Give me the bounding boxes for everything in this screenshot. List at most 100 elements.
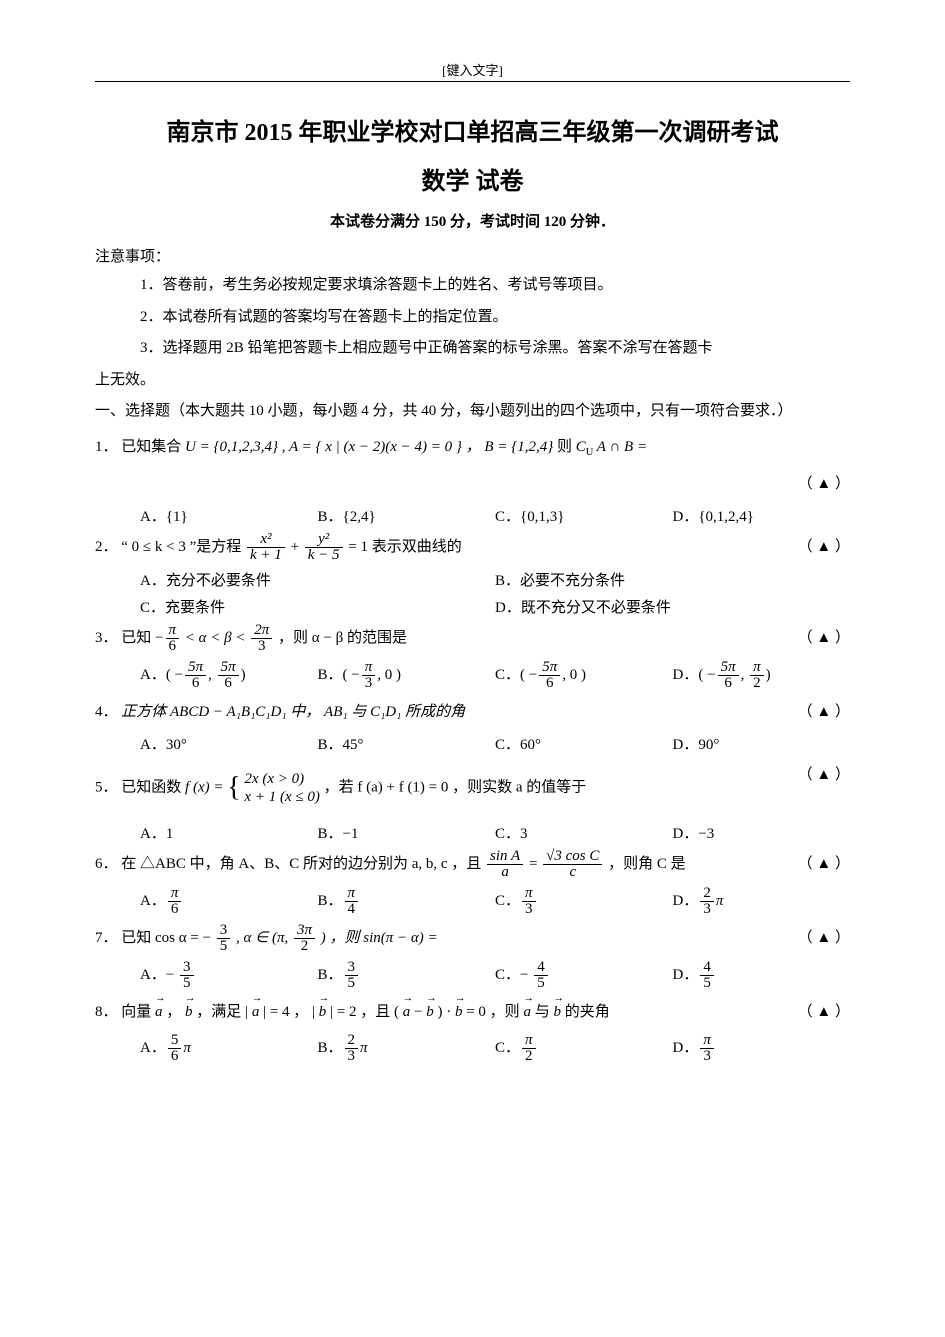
q6-opt-b: B．π4 <box>318 886 496 917</box>
q6-f1d: a <box>487 865 523 880</box>
answer-marker: （ ▲ ） <box>798 760 850 790</box>
q6-opt-c: C．π3 <box>495 886 673 917</box>
q7-mid: , α ∈ (π, <box>236 930 292 946</box>
q8-opt-b: B．23π <box>318 1033 496 1064</box>
q1-options: A．{1} B．{2,4} C．{0,1,3} D．{0,1,2,4} <box>95 505 850 526</box>
q1-number: 1． <box>95 439 118 455</box>
notice-line-2: 2．本试卷所有试题的答案均写在答题卡上的指定位置。 <box>95 302 850 334</box>
q3-opt-b: B．( −π3, 0 ) <box>318 660 496 691</box>
answer-marker: （ ▲ ） <box>798 997 850 1027</box>
answer-marker: （ ▲ ） <box>798 923 850 953</box>
q4-number: 4． <box>95 704 118 720</box>
notice-line-1: 1．答卷前，考生务必按规定要求填涂答题卡上的姓名、考试号等项目。 <box>95 270 850 302</box>
q2-options-row1: A．充分不必要条件 B．必要不充分条件 <box>95 569 850 590</box>
question-8: 8． 向量 a ， b ，满足 | a | = 4 ， | b | = 2 ，且… <box>95 997 850 1027</box>
q6-opt-d: D．23π <box>673 886 851 917</box>
vector-b-icon: b <box>455 997 463 1027</box>
question-2: 2． “ 0 ≤ k < 3 ”是方程 x²k + 1 + y²k − 5 = … <box>95 532 850 563</box>
q8-t2: | = 4 ， | <box>263 1004 319 1020</box>
vector-a-icon: a <box>252 997 260 1027</box>
q3-opt-a: A．( −5π6, 5π6) <box>140 660 318 691</box>
section-heading: 一、选择题（本大题共 10 小题，每小题 4 分，共 40 分，每小题列出的四个… <box>95 396 850 426</box>
answer-marker: （ ▲ ） <box>798 476 850 492</box>
q5-options: A．1 B．−1 C．3 D．−3 <box>95 822 850 843</box>
q2-options-row2: C．充要条件 D．既不充分又不必要条件 <box>95 596 850 617</box>
q2-pre: “ 0 ≤ k < 3 ”是方程 <box>121 539 245 555</box>
q3-b-label: B． <box>318 667 343 683</box>
q1-tail: 则 <box>557 439 576 455</box>
answer-marker: （ ▲ ） <box>798 697 850 727</box>
vector-a-icon: a <box>403 997 411 1027</box>
vector-a-icon: a <box>523 997 531 1027</box>
q7-opt-c: C．− 45 <box>495 960 673 991</box>
q3-options: A．( −5π6, 5π6) B．( −π3, 0 ) C．( −5π6, 0 … <box>95 660 850 691</box>
vector-b-icon: b <box>426 997 434 1027</box>
q6-tail: ，则角 C 是 <box>608 856 686 872</box>
q4-opt-a: A．30° <box>140 733 318 754</box>
q8-t3: | = 2 ，且 ( <box>330 1004 403 1020</box>
q4-opt-c: C．60° <box>495 733 673 754</box>
q7-opt-a: A．− 35 <box>140 960 318 991</box>
q8-t1: ，满足 | <box>196 1004 252 1020</box>
q1-set: U = {0,1,2,3,4} , A = { x | (x − 2)(x − … <box>185 439 553 455</box>
q2-opt-d: D．既不充分又不必要条件 <box>495 596 850 617</box>
q4-options: A．30° B．45° C．60° D．90° <box>95 733 850 754</box>
q3-c-label: C． <box>495 667 520 683</box>
q5-mid: ，若 f (a) + f (1) = 0 ，则实数 a 的值等于 <box>324 780 587 796</box>
q2-number: 2． <box>95 539 118 555</box>
q5-case1: 2x (x > 0) <box>244 770 319 788</box>
q5-opt-b: B．−1 <box>318 822 496 843</box>
q1-opt-c: C．{0,1,3} <box>495 505 673 526</box>
page: [键入文字] 南京市 2015 年职业学校对口单招高三年级第一次调研考试 数学 … <box>0 0 945 1337</box>
question-3: 3． 已知 −π6 < α < β < 2π3 ，则 α − β 的范围是 （ … <box>95 623 850 654</box>
q6-f2n: √3 cos C <box>543 849 602 865</box>
q2-eq: = 1 <box>348 539 368 555</box>
q6-f2d: c <box>543 865 602 880</box>
q8-t6: = 0 ，则 <box>466 1004 523 1020</box>
notice-line-cont: 上无效。 <box>95 365 850 397</box>
header-note: [键入文字] <box>95 60 850 79</box>
q6-pre: 在 △ABC 中，角 A、B、C 所对的边分别为 a, b, c ，且 <box>121 856 485 872</box>
question-4: 4． 正方体 ABCD − A₁B₁C₁D₁ 中， AB₁ 与 C₁D₁ 所成的… <box>95 697 850 727</box>
q7-mid2: ) ，则 sin(π − α) = <box>321 930 438 946</box>
q2-frac1-num: x² <box>247 532 285 548</box>
q3-r2n: 2π <box>251 623 272 639</box>
q6-number: 6． <box>95 856 118 872</box>
q3-d-label: D． <box>673 667 699 683</box>
q1-pre: 已知集合 <box>121 439 181 455</box>
q5-pre: 已知函数 <box>121 780 185 796</box>
q3-r2d: 3 <box>251 639 272 654</box>
q7-options: A．− 35 B．35 C．− 45 D．45 <box>95 960 850 991</box>
q2-frac1-den: k + 1 <box>247 548 285 563</box>
q3-opt-c: C．( −5π6, 0 ) <box>495 660 673 691</box>
q4-opt-d: D．90° <box>673 733 851 754</box>
q5-opt-a: A．1 <box>140 822 318 843</box>
q7-pre: 已知 cos α = − <box>121 930 215 946</box>
notice-line-3: 3．选择题用 2B 铅笔把答题卡上相应题号中正确答案的标号涂黑。答案不涂写在答题… <box>95 333 850 365</box>
title-main: 南京市 2015 年职业学校对口单招高三年级第一次调研考试 <box>95 112 850 147</box>
q2-tail: 表示双曲线的 <box>372 539 462 555</box>
q1-opt-d: D．{0,1,2,4} <box>673 505 851 526</box>
q4-stem: 正方体 ABCD − A₁B₁C₁D₁ 中， AB₁ 与 C₁D₁ 所成的角 <box>121 704 465 720</box>
title-sub: 数学 试卷 <box>95 161 850 196</box>
q5-opt-c: C．3 <box>495 822 673 843</box>
q8-t5: ) · <box>437 1004 455 1020</box>
question-1: 1． 已知集合 U = {0,1,2,3,4} , A = { x | (x −… <box>95 432 850 463</box>
q3-r1d: 6 <box>166 639 180 654</box>
q3-pre: 已知 <box>121 630 155 646</box>
q1-expr: CU A ∩ B = <box>576 439 647 455</box>
q3-mid: ，则 α − β 的范围是 <box>278 630 407 646</box>
vector-a-icon: a <box>155 997 163 1027</box>
q8-pre: 向量 <box>121 1004 155 1020</box>
q3-number: 3． <box>95 630 118 646</box>
q8-t7: 与 <box>535 1004 554 1020</box>
answer-marker: （ ▲ ） <box>798 849 850 879</box>
vector-b-icon: b <box>185 997 193 1027</box>
q8-options: A．56π B．23π C．π2 D．π3 <box>95 1033 850 1064</box>
q6-opt-a: A．π6 <box>140 886 318 917</box>
q5-fx: f (x) = <box>185 780 227 796</box>
q2-opt-b: B．必要不充分条件 <box>495 569 850 590</box>
q6-f1n: sin A <box>487 849 523 865</box>
q5-case2: x + 1 (x ≤ 0) <box>244 788 319 806</box>
q7-opt-d: D．45 <box>673 960 851 991</box>
